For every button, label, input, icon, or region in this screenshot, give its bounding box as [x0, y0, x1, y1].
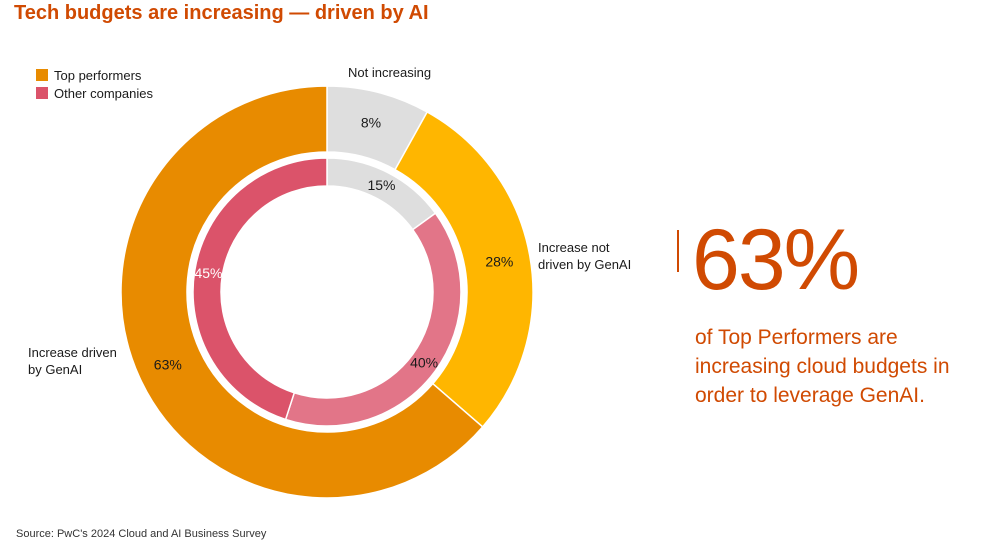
legend-item-top-performers: Top performers — [36, 66, 153, 84]
legend-label-top-performers: Top performers — [54, 67, 142, 83]
category-label-increase-not-driven: Increase not driven by GenAI — [538, 240, 632, 272]
callout-rule — [677, 230, 679, 272]
legend-label-other-companies: Other companies — [54, 85, 153, 101]
outer-slice-increase-driven — [120, 85, 484, 499]
inner-slice-increase-driven — [192, 157, 328, 421]
outer-data-label-not-increasing: 8% — [361, 115, 381, 131]
inner-data-label-increase-driven: 45% — [194, 265, 222, 281]
outer-data-label-increase-driven: 63% — [154, 357, 182, 373]
legend-swatch-other-companies — [36, 87, 48, 99]
outer-data-label-increase-not-driven: 28% — [485, 254, 513, 270]
callout-value: 63% — [692, 212, 860, 308]
category-label-not-increasing: Not increasing — [348, 65, 432, 80]
chart-title: Tech budgets are increasing — driven by … — [14, 2, 429, 24]
legend: Top performers Other companies — [36, 66, 153, 102]
legend-swatch-top-performers — [36, 69, 48, 81]
callout-text: of Top Performers are increasing cloud b… — [695, 326, 950, 407]
outer-slice-increase-not-driven — [394, 110, 534, 428]
inner-data-label-increase-not-driven: 40% — [410, 355, 438, 371]
source-note: Source: PwC's 2024 Cloud and AI Business… — [16, 528, 267, 540]
legend-item-other-companies: Other companies — [36, 84, 153, 102]
inner-data-label-not-increasing: 15% — [367, 177, 395, 193]
category-label-increase-driven: Increase driven by GenAI — [28, 345, 117, 377]
